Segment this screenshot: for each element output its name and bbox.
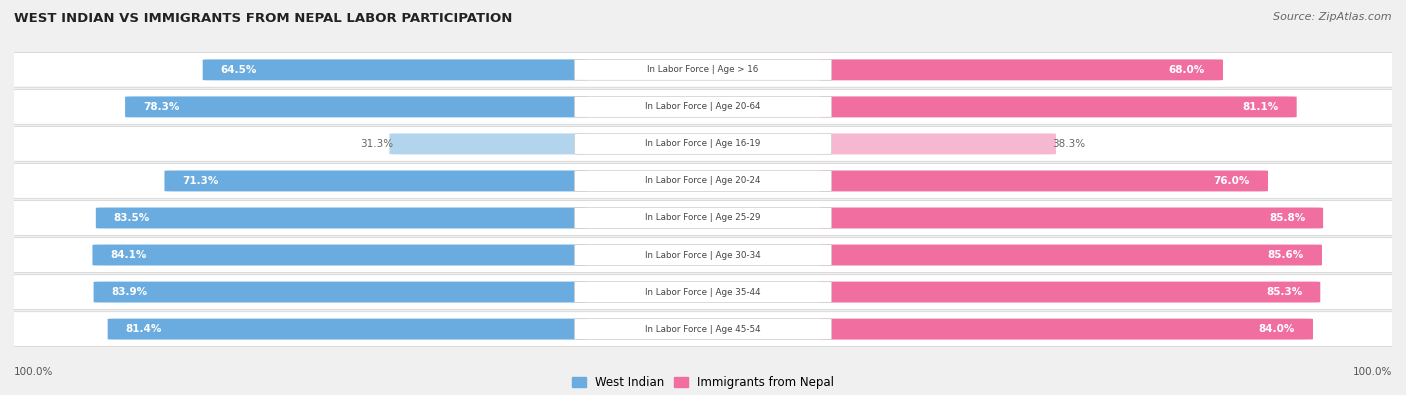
Text: 84.1%: 84.1% bbox=[111, 250, 146, 260]
Text: 83.5%: 83.5% bbox=[114, 213, 150, 223]
Text: In Labor Force | Age 35-44: In Labor Force | Age 35-44 bbox=[645, 288, 761, 297]
Text: 100.0%: 100.0% bbox=[1353, 367, 1392, 377]
FancyBboxPatch shape bbox=[575, 60, 831, 80]
FancyBboxPatch shape bbox=[6, 90, 1400, 124]
Text: In Labor Force | Age 16-19: In Labor Force | Age 16-19 bbox=[645, 139, 761, 149]
Text: 76.0%: 76.0% bbox=[1213, 176, 1250, 186]
Text: In Labor Force | Age 45-54: In Labor Force | Age 45-54 bbox=[645, 325, 761, 334]
Text: 71.3%: 71.3% bbox=[183, 176, 219, 186]
Legend: West Indian, Immigrants from Nepal: West Indian, Immigrants from Nepal bbox=[572, 376, 834, 389]
FancyBboxPatch shape bbox=[94, 282, 588, 303]
FancyBboxPatch shape bbox=[818, 282, 1320, 303]
FancyBboxPatch shape bbox=[6, 275, 1400, 309]
Text: In Labor Force | Age 30-34: In Labor Force | Age 30-34 bbox=[645, 250, 761, 260]
FancyBboxPatch shape bbox=[202, 59, 588, 80]
FancyBboxPatch shape bbox=[575, 319, 831, 339]
FancyBboxPatch shape bbox=[389, 134, 588, 154]
Text: 84.0%: 84.0% bbox=[1258, 324, 1295, 334]
FancyBboxPatch shape bbox=[575, 171, 831, 191]
FancyBboxPatch shape bbox=[818, 171, 1268, 192]
Text: 38.3%: 38.3% bbox=[1052, 139, 1085, 149]
FancyBboxPatch shape bbox=[818, 245, 1322, 265]
FancyBboxPatch shape bbox=[818, 96, 1296, 117]
Text: 83.9%: 83.9% bbox=[111, 287, 148, 297]
FancyBboxPatch shape bbox=[575, 96, 831, 117]
FancyBboxPatch shape bbox=[93, 245, 588, 265]
Text: In Labor Force | Age > 16: In Labor Force | Age > 16 bbox=[647, 65, 759, 74]
Text: 31.3%: 31.3% bbox=[360, 139, 394, 149]
FancyBboxPatch shape bbox=[6, 53, 1400, 87]
FancyBboxPatch shape bbox=[818, 134, 1056, 154]
FancyBboxPatch shape bbox=[818, 59, 1223, 80]
Text: 100.0%: 100.0% bbox=[14, 367, 53, 377]
FancyBboxPatch shape bbox=[96, 207, 588, 228]
Text: 85.3%: 85.3% bbox=[1267, 287, 1302, 297]
FancyBboxPatch shape bbox=[575, 208, 831, 228]
Text: WEST INDIAN VS IMMIGRANTS FROM NEPAL LABOR PARTICIPATION: WEST INDIAN VS IMMIGRANTS FROM NEPAL LAB… bbox=[14, 12, 512, 25]
FancyBboxPatch shape bbox=[6, 238, 1400, 273]
Text: In Labor Force | Age 25-29: In Labor Force | Age 25-29 bbox=[645, 213, 761, 222]
FancyBboxPatch shape bbox=[6, 312, 1400, 346]
FancyBboxPatch shape bbox=[575, 134, 831, 154]
FancyBboxPatch shape bbox=[108, 319, 588, 340]
FancyBboxPatch shape bbox=[818, 319, 1313, 340]
FancyBboxPatch shape bbox=[575, 282, 831, 303]
FancyBboxPatch shape bbox=[6, 201, 1400, 235]
Text: 81.1%: 81.1% bbox=[1243, 102, 1279, 112]
FancyBboxPatch shape bbox=[6, 126, 1400, 161]
Text: In Labor Force | Age 20-64: In Labor Force | Age 20-64 bbox=[645, 102, 761, 111]
Text: 85.8%: 85.8% bbox=[1270, 213, 1305, 223]
Text: 81.4%: 81.4% bbox=[125, 324, 162, 334]
Text: In Labor Force | Age 20-24: In Labor Force | Age 20-24 bbox=[645, 177, 761, 186]
FancyBboxPatch shape bbox=[818, 207, 1323, 228]
Text: Source: ZipAtlas.com: Source: ZipAtlas.com bbox=[1274, 12, 1392, 22]
FancyBboxPatch shape bbox=[575, 245, 831, 265]
Text: 64.5%: 64.5% bbox=[221, 65, 257, 75]
Text: 68.0%: 68.0% bbox=[1168, 65, 1205, 75]
Text: 78.3%: 78.3% bbox=[143, 102, 180, 112]
Text: 85.6%: 85.6% bbox=[1268, 250, 1305, 260]
FancyBboxPatch shape bbox=[6, 164, 1400, 198]
FancyBboxPatch shape bbox=[165, 171, 588, 192]
FancyBboxPatch shape bbox=[125, 96, 588, 117]
